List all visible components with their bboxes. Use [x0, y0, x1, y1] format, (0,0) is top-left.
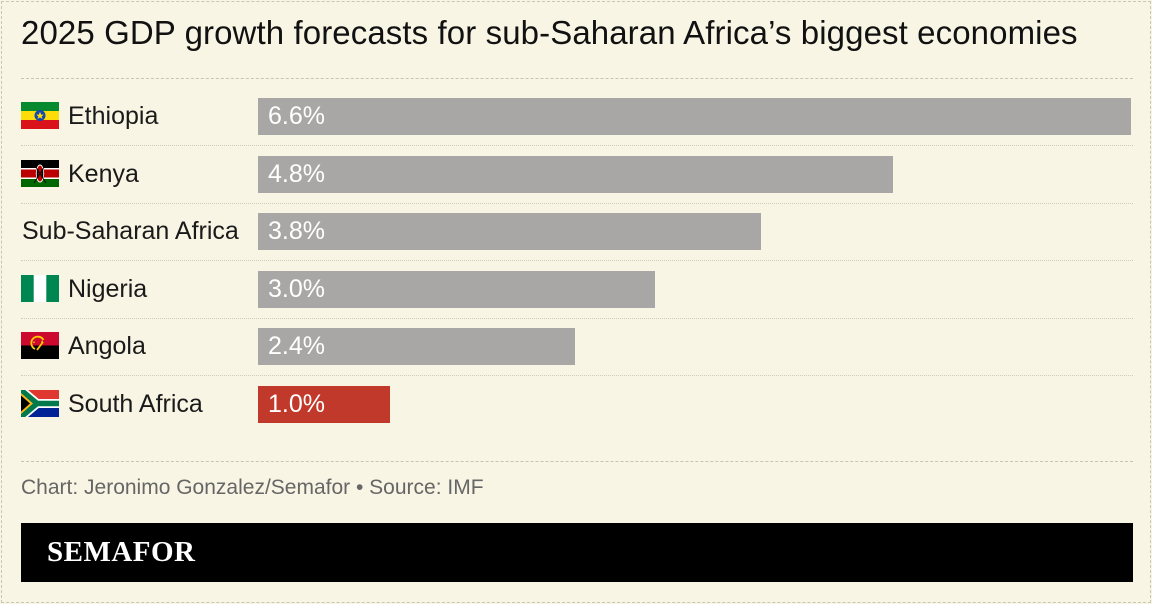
bar-nigeria: 3.0%	[258, 271, 655, 308]
row-separator	[21, 260, 1133, 261]
bar-row-angola: Angola 2.4%	[21, 328, 1133, 365]
bar-row-ethiopia: Ethiopia 6.6%	[21, 98, 1133, 135]
row-separator	[21, 145, 1133, 146]
bar-row-south-africa: South Africa 1.0%	[21, 386, 1133, 423]
category-label: Nigeria	[68, 275, 148, 303]
bar-ethiopia: 6.6%	[258, 98, 1131, 135]
bar-angola: 2.4%	[258, 328, 575, 365]
bar-kenya: 4.8%	[258, 156, 893, 193]
chart-source: Chart: Jeronimo Gonzalez/Semafor • Sourc…	[21, 476, 484, 499]
bar-value-label: 2.4%	[268, 332, 325, 360]
bar-value-label: 6.6%	[268, 102, 325, 130]
nigeria-flag-icon	[21, 275, 59, 302]
row-separator	[21, 203, 1133, 204]
south-africa-flag-icon	[21, 390, 59, 417]
brand-logo: SEMAFOR	[47, 536, 196, 568]
footer-divider	[21, 461, 1133, 462]
category-label: Sub-Saharan Africa	[22, 217, 239, 245]
bar-row-sub-saharan-africa: Sub-Saharan Africa 3.8%	[21, 213, 1133, 250]
bar-south-africa: 1.0%	[258, 386, 390, 423]
row-separator	[21, 375, 1133, 376]
kenya-flag-icon	[21, 160, 59, 187]
chart-title: 2025 GDP growth forecasts for sub-Sahara…	[21, 14, 1078, 51]
angola-flag-icon	[21, 332, 59, 359]
category-label: Kenya	[68, 160, 139, 188]
bar-row-kenya: Kenya 4.8%	[21, 156, 1133, 193]
bar-value-label: 4.8%	[268, 160, 325, 188]
bar-sub-saharan-africa: 3.8%	[258, 213, 761, 250]
bar-row-nigeria: Nigeria 3.0%	[21, 271, 1133, 308]
category-label: Angola	[68, 332, 146, 360]
title-divider	[21, 78, 1133, 79]
category-label: Ethiopia	[68, 102, 159, 130]
brand-bar: SEMAFOR	[21, 523, 1133, 582]
bar-value-label: 3.0%	[268, 275, 325, 303]
category-label: South Africa	[68, 390, 203, 418]
bar-value-label: 1.0%	[268, 390, 325, 418]
ethiopia-flag-icon	[21, 102, 59, 129]
bar-value-label: 3.8%	[268, 217, 325, 245]
row-separator	[21, 318, 1133, 319]
